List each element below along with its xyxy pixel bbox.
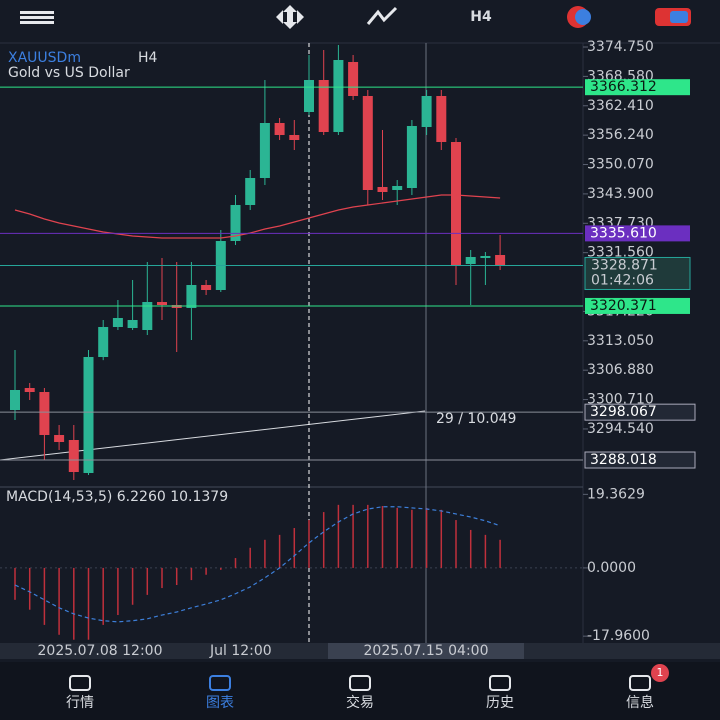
trendline-label: 29 / 10.049 [436,411,516,427]
candle-body [24,388,35,392]
nav-label[interactable]: 交易 [346,694,374,711]
candle-body [127,320,138,328]
y-tick-label: 3374.750 [587,39,654,55]
candle-body [421,96,432,127]
candle-body [98,327,109,357]
candle-body [230,205,241,241]
candle-body [157,302,167,305]
candle-body [259,123,270,178]
candle-body [392,186,403,190]
candle-body [406,126,417,188]
candle-body [10,390,20,410]
y-tick-label: 3356.240 [587,127,654,143]
y-tick-label: 3306.880 [587,362,654,378]
nav-icon[interactable] [209,675,231,691]
y-tick-label: 3300.710 [587,392,654,408]
badge-count: 1 [657,666,664,679]
price-level-label: 3366.312 [590,79,657,95]
nav-label[interactable]: 图表 [206,695,234,711]
time-label: 2025.07.08 12:00 [38,643,163,659]
crosshair-button[interactable] [276,5,304,29]
nav-icon[interactable] [69,675,91,691]
y-tick-label: 0.0000 [587,560,636,576]
price-level-label: 3335.610 [590,225,657,241]
time-label: Jul 12:00 [209,643,272,659]
candle-body [333,60,344,132]
candle-body [465,257,476,264]
candle-body [68,440,79,472]
indicator-button[interactable] [366,6,398,25]
nav-label[interactable]: 行情 [66,695,94,711]
timeframe-button[interactable]: H4 [470,9,492,25]
bar-countdown: 01:42:06 [591,272,654,288]
price-level-box [584,403,696,421]
price-level-label: 3320.371 [590,298,657,314]
candle-body [245,178,256,205]
y-tick-label: 3313.050 [587,333,654,349]
top-bar: H4 [20,5,691,29]
trade-button[interactable] [655,8,691,26]
candle-body [377,187,388,192]
time-highlight [328,643,524,659]
price-level-box [585,79,690,96]
candle-body [480,256,491,258]
macd-title: MACD(14,53,5) 6.2260 10.1379 [6,489,228,505]
symbol: XAUUSDm [8,50,81,66]
candle-body [201,285,212,290]
candle-body [112,318,123,327]
candle-body [83,357,94,473]
signal-line [14,506,501,623]
time-label: 2025.07.15 04:00 [364,643,489,659]
y-tick-label: 19.3629 [587,486,645,502]
candle-body [495,255,506,266]
nav-icon[interactable] [489,675,511,691]
price-level-label: 3298.067 [590,404,657,420]
candle-body [171,305,182,308]
candle-body [362,96,373,190]
candle-body [186,285,197,308]
current-price-label: 3328.871 [591,257,658,273]
menu-button[interactable] [20,11,54,24]
candle-body [451,142,461,265]
candle-body [54,435,65,442]
candle-body [39,392,50,435]
candle-body [348,62,359,96]
y-tick-label: 3343.900 [587,186,654,202]
moving-average [14,194,501,239]
candle-body [142,302,153,330]
current-price-box [584,256,691,290]
candle-body [318,80,329,132]
candle-body [436,96,447,142]
candle-body [274,123,285,135]
nav-label[interactable]: 历史 [486,695,514,711]
y-tick-label: 3331.560 [587,245,654,261]
symbol-description: Gold vs US Dollar [8,65,130,81]
candle-body [289,135,300,140]
price-level-box [585,225,690,242]
objects-button[interactable] [567,6,591,28]
y-tick-label: 3294.540 [587,421,654,437]
y-tick-label: 3362.410 [587,98,654,114]
price-level-box [585,297,690,314]
badge [651,664,669,682]
price-level-box [584,451,696,469]
candle-body [304,80,314,112]
nav-label[interactable]: 信息 [626,694,654,711]
y-tick-label: 3350.070 [587,157,654,173]
chart-timeframe: H4 [138,50,158,66]
nav-icon[interactable] [349,675,371,691]
price-level-label: 3288.018 [590,452,657,468]
nav-icon[interactable] [629,675,651,691]
y-tick-label: -17.9600 [587,628,650,644]
